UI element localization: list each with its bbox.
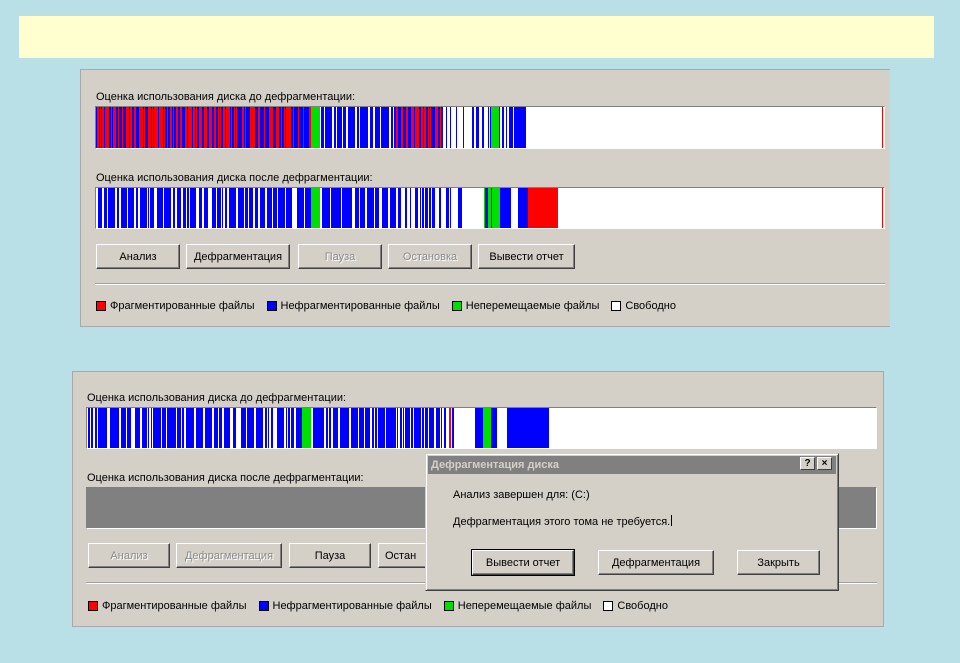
defrag-button[interactable]: Дефрагментация: [186, 244, 290, 269]
legend-label: Фрагментированные файлы: [110, 300, 255, 312]
legend-label: Неперемещаемые файлы: [457, 600, 592, 612]
legend-item-unmovable: Неперемещаемые файлы: [443, 600, 592, 612]
legend-label: Нефрагментированные файлы: [280, 300, 440, 312]
before-usage-bar: [86, 407, 877, 449]
before-usage-label: Оценка использования диска до дефрагмент…: [87, 392, 347, 404]
pause-button[interactable]: Пауза: [289, 543, 371, 568]
legend-item-unmovable: Неперемещаемые файлы: [451, 300, 600, 312]
fragmented-swatch: [96, 301, 106, 311]
text-cursor: [671, 515, 673, 526]
legend-item-fragmented: Фрагментированные файлы: [96, 300, 255, 312]
dialog-close-button[interactable]: Закрыть: [737, 550, 820, 575]
before-usage-map: [87, 408, 876, 448]
analysis-result-text: Анализ завершен для: (C:): [453, 489, 590, 501]
legend-label: Неперемещаемые файлы: [465, 300, 600, 312]
after-usage-map: [96, 188, 884, 228]
analyze-button[interactable]: Анализ: [88, 543, 170, 568]
legend-item-unfragmented: Нефрагментированные файлы: [266, 300, 440, 312]
dialog-defrag-button[interactable]: Дефрагментация: [598, 550, 714, 575]
unfragmented-swatch: [258, 601, 269, 611]
legend-item-free: Свободно: [603, 600, 668, 612]
fragmented-swatch: [88, 601, 98, 611]
dialog-titlebar[interactable]: Дефрагментация диска: [428, 456, 836, 474]
analyze-button[interactable]: Анализ: [96, 244, 180, 269]
before-usage-bar: [95, 106, 885, 149]
legend: Фрагментированные файлы Нефрагментирован…: [88, 600, 680, 612]
report-button[interactable]: Вывести отчет: [478, 244, 575, 269]
stop-button[interactable]: Остановка: [388, 244, 472, 269]
unmovable-swatch: [443, 601, 454, 611]
legend-label: Нефрагментированные файлы: [272, 600, 432, 612]
unmovable-swatch: [451, 301, 462, 311]
after-usage-bar: [95, 187, 885, 229]
before-usage-map: [96, 107, 884, 148]
legend-label: Свободно: [617, 600, 668, 612]
legend-item-free: Свободно: [611, 300, 676, 312]
defrag-dialog: Дефрагментация диска ? × Анализ завершен…: [425, 453, 839, 591]
legend: Фрагментированные файлы Нефрагментирован…: [96, 300, 688, 312]
after-usage-label: Оценка использования диска после дефрагм…: [96, 172, 373, 184]
defrag-button[interactable]: Дефрагментация: [176, 543, 282, 568]
defrag-status-message: Дефрагментация этого тома не требуется.: [453, 516, 671, 528]
top-banner: [19, 16, 934, 58]
dialog-title: Дефрагментация диска: [431, 459, 560, 471]
defrag-panel-before: Оценка использования диска до дефрагмент…: [80, 69, 890, 327]
legend-item-fragmented: Фрагментированные файлы: [88, 600, 247, 612]
legend-divider: [95, 283, 885, 285]
unfragmented-swatch: [266, 301, 277, 311]
pause-button[interactable]: Пауза: [298, 244, 382, 269]
help-icon[interactable]: ?: [800, 457, 815, 470]
before-usage-label: Оценка использования диска до дефрагмент…: [96, 91, 356, 103]
free-swatch: [611, 301, 622, 311]
free-swatch: [603, 601, 614, 611]
legend-item-unfragmented: Нефрагментированные файлы: [258, 600, 432, 612]
after-usage-label: Оценка использования диска после дефрагм…: [87, 472, 364, 484]
defrag-status-text: Дефрагментация этого тома не требуется.: [453, 515, 673, 528]
legend-label: Свободно: [625, 300, 676, 312]
dialog-report-button[interactable]: Вывести отчет: [472, 550, 574, 575]
legend-label: Фрагментированные файлы: [102, 600, 247, 612]
close-icon[interactable]: ×: [817, 457, 832, 470]
